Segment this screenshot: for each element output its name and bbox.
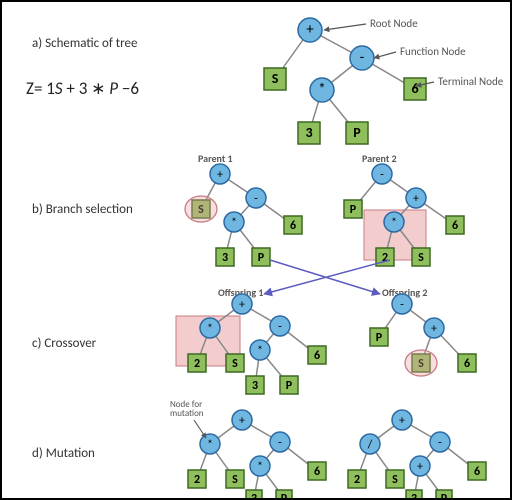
mutation-pointer (194, 420, 206, 438)
node-label: P (350, 203, 357, 217)
node-label: / (367, 438, 373, 452)
node-label: S (418, 251, 424, 265)
node-label: - (438, 436, 442, 450)
tree-Mutation-src: + * 2 S - * 6 3 P (188, 410, 326, 498)
tree-Offspring 1: + * 2 S - * 6 3 P (176, 294, 326, 394)
node-label: + (239, 298, 245, 312)
crossover-arrow (264, 260, 390, 294)
node-label: 3 (305, 124, 312, 141)
node-label: P (376, 331, 383, 345)
node-label: 6 (411, 80, 418, 97)
node-label: + (217, 168, 223, 182)
node-label: 6 (314, 465, 320, 479)
node-label: - (254, 192, 258, 206)
node-label: 3 (251, 492, 257, 498)
node-label: 2 (382, 251, 388, 265)
node-label: * (257, 460, 263, 474)
node-label: 3 (252, 379, 258, 393)
annotation-text: Root Node (370, 17, 418, 30)
highlight-oval (185, 196, 217, 222)
diagram-svg: +-S*63P+S-*63P-P+*62S+*2S-*63P-P+S6+*2S-… (2, 2, 510, 498)
node-label: 2 (194, 357, 200, 371)
node-label: * (207, 322, 213, 336)
node-label: 2 (354, 473, 360, 487)
tree-Parent 2: - P + * 6 2 S (344, 164, 464, 266)
node-label: P (286, 379, 293, 393)
node-label: 6 (464, 357, 470, 371)
diagram-frame: { "labels": { "a": "a) Schematic of tree… (0, 0, 512, 500)
annotation-arrow (324, 24, 366, 30)
annotation-arrow (374, 52, 396, 58)
node-label: P (353, 124, 361, 141)
node-label: 3 (222, 251, 228, 265)
node-label: P (258, 251, 265, 265)
node-label: P (281, 492, 288, 498)
node-label: * (318, 81, 325, 99)
node-label: S (232, 473, 238, 487)
node-label: 6 (314, 349, 320, 363)
node-label: * (391, 216, 397, 230)
node-label: P (441, 492, 448, 498)
node-label: - (380, 168, 384, 182)
node-label: + (417, 460, 423, 474)
tree-Schematic of tree: + - S * 6 3 P (264, 18, 426, 144)
node-label: - (400, 298, 404, 312)
node-label: - (278, 436, 282, 450)
tree-Parent 1: +S-*63P (185, 164, 302, 266)
node-label: + (413, 192, 419, 206)
node-label: 6 (452, 219, 458, 233)
node-label: + (431, 322, 437, 336)
node-label: S (272, 70, 279, 87)
node-label: + (239, 414, 245, 428)
node-label: + (399, 414, 405, 428)
tree-Mutation-res: + / 2 S - +6 3 P (348, 410, 486, 498)
node-label: 6 (290, 219, 296, 233)
node-label: * (231, 216, 237, 230)
highlight-oval (405, 350, 437, 376)
node-label: * (207, 438, 213, 452)
node-label: * (257, 344, 263, 358)
node-label: 3 (411, 492, 417, 498)
node-label: 2 (194, 473, 200, 487)
node-label: + (306, 21, 314, 39)
node-label: - (278, 320, 282, 334)
annotation-text: Terminal Node (438, 75, 504, 88)
node-label: S (392, 473, 398, 487)
node-label: S (232, 357, 238, 371)
node-label: - (360, 49, 365, 67)
node-label: 6 (474, 465, 480, 479)
tree-Offspring 2: -P+S6 (370, 294, 476, 376)
annotation-text: Function Node (400, 45, 466, 58)
